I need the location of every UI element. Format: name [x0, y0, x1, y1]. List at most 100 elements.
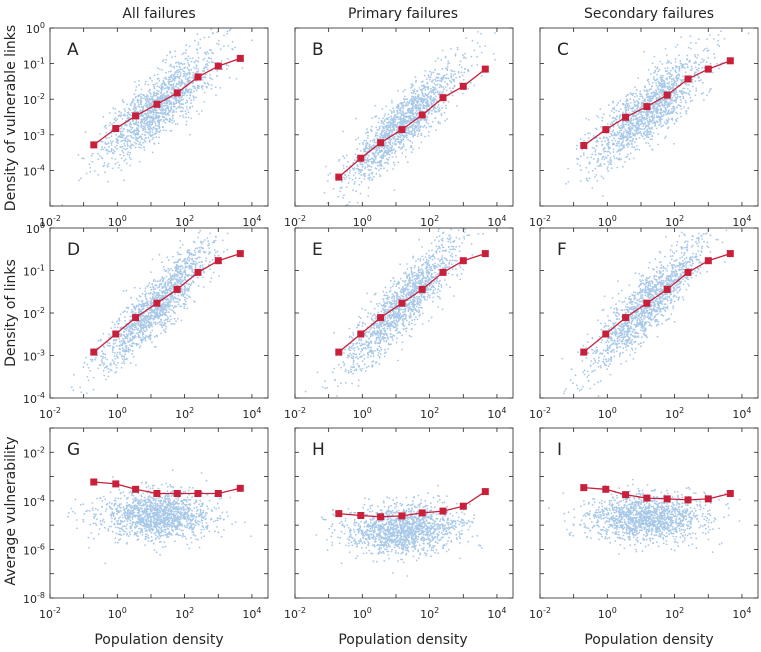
scatter-point: [128, 139, 131, 142]
scatter-point: [613, 155, 615, 158]
scatter-point: [435, 84, 437, 86]
scatter-point: [419, 100, 422, 102]
scatter-point: [200, 86, 203, 89]
scatter-point: [380, 165, 383, 167]
scatter-point: [410, 151, 413, 154]
scatter-point: [677, 104, 680, 107]
scatter-point: [399, 116, 402, 119]
scatter-point: [391, 152, 393, 154]
scatter-point: [686, 65, 689, 68]
scatter-point: [641, 110, 644, 113]
scatter-point: [663, 86, 666, 89]
scatter-point: [676, 74, 679, 77]
scatter-point: [406, 109, 409, 112]
scatter-point: [675, 66, 678, 69]
scatter-point: [618, 142, 620, 145]
scatter-point: [171, 111, 174, 114]
scatter-point: [144, 83, 147, 85]
scatter-point: [374, 155, 377, 158]
scatter-point: [152, 83, 155, 86]
scatter-point: [688, 60, 690, 63]
scatter-point: [405, 102, 408, 105]
scatter-point: [161, 326, 164, 329]
scatter-point: [444, 80, 446, 83]
scatter-point: [415, 81, 417, 83]
scatter-point: [201, 79, 204, 81]
scatter-point: [627, 146, 629, 148]
scatter-point: [618, 137, 620, 140]
series-marker: [622, 113, 630, 121]
scatter-point: [418, 97, 421, 100]
scatter-point: [110, 150, 113, 153]
scatter-point: [400, 114, 403, 117]
scatter-point: [423, 98, 425, 100]
scatter-point: [161, 115, 164, 118]
scatter-point: [577, 158, 580, 161]
scatter-point: [623, 146, 626, 149]
scatter-point: [188, 259, 190, 262]
scatter-point: [691, 99, 694, 102]
scatter-point: [165, 84, 168, 86]
scatter-point: [146, 301, 148, 304]
scatter-point: [123, 179, 125, 182]
scatter-point: [621, 144, 623, 147]
scatter-point: [140, 330, 143, 333]
scatter-point: [173, 67, 176, 69]
scatter-point: [387, 122, 390, 124]
scatter-point: [206, 62, 208, 65]
scatter-point: [405, 122, 407, 125]
scatter-point: [185, 52, 187, 54]
scatter-point: [620, 129, 623, 132]
scatter-point: [682, 87, 684, 90]
scatter-point: [396, 105, 399, 108]
scatter-point: [689, 35, 692, 38]
scatter-point: [151, 121, 154, 124]
scatter-point: [444, 119, 446, 122]
scatter-point: [610, 159, 612, 162]
scatter-point: [183, 92, 186, 94]
scatter-point: [139, 141, 142, 143]
scatter-point: [427, 88, 429, 90]
scatter-point: [181, 110, 184, 113]
scatter-point: [673, 95, 675, 97]
scatter-point: [709, 34, 711, 36]
scatter-point: [657, 80, 660, 83]
scatter-point: [121, 130, 124, 133]
scatter-point: [400, 135, 403, 137]
scatter-point: [163, 277, 166, 280]
scatter-point: [663, 81, 666, 84]
scatter-point: [381, 129, 383, 132]
scatter-point: [398, 133, 401, 136]
scatter-point: [427, 135, 430, 137]
scatter-point: [193, 77, 195, 80]
panel-letter: B: [312, 40, 324, 60]
scatter-point: [158, 112, 160, 114]
scatter-point: [180, 270, 182, 273]
scatter-point: [380, 134, 383, 137]
scatter-point: [123, 143, 125, 145]
scatter-point: [648, 131, 650, 134]
scatter-point: [323, 191, 326, 194]
scatter-point: [646, 120, 649, 122]
scatter-point: [717, 43, 719, 46]
scatter-point: [607, 154, 609, 157]
scatter-point: [209, 268, 212, 271]
scatter-point: [700, 79, 702, 81]
scatter-point: [660, 118, 663, 120]
scatter-point: [651, 127, 653, 130]
scatter-point: [616, 104, 618, 107]
scatter-point: [594, 149, 597, 151]
scatter-point: [635, 89, 638, 92]
scatter-point: [180, 103, 183, 105]
scatter-point: [421, 91, 423, 94]
scatter-point: [636, 148, 639, 151]
scatter-point: [455, 105, 458, 107]
scatter-point: [659, 111, 662, 114]
scatter-point: [129, 121, 132, 123]
scatter-point: [120, 157, 123, 160]
scatter-point: [666, 82, 669, 85]
scatter-point: [707, 49, 710, 52]
scatter-point: [639, 118, 641, 121]
scatter-point: [139, 102, 142, 105]
scatter-point: [214, 249, 216, 251]
